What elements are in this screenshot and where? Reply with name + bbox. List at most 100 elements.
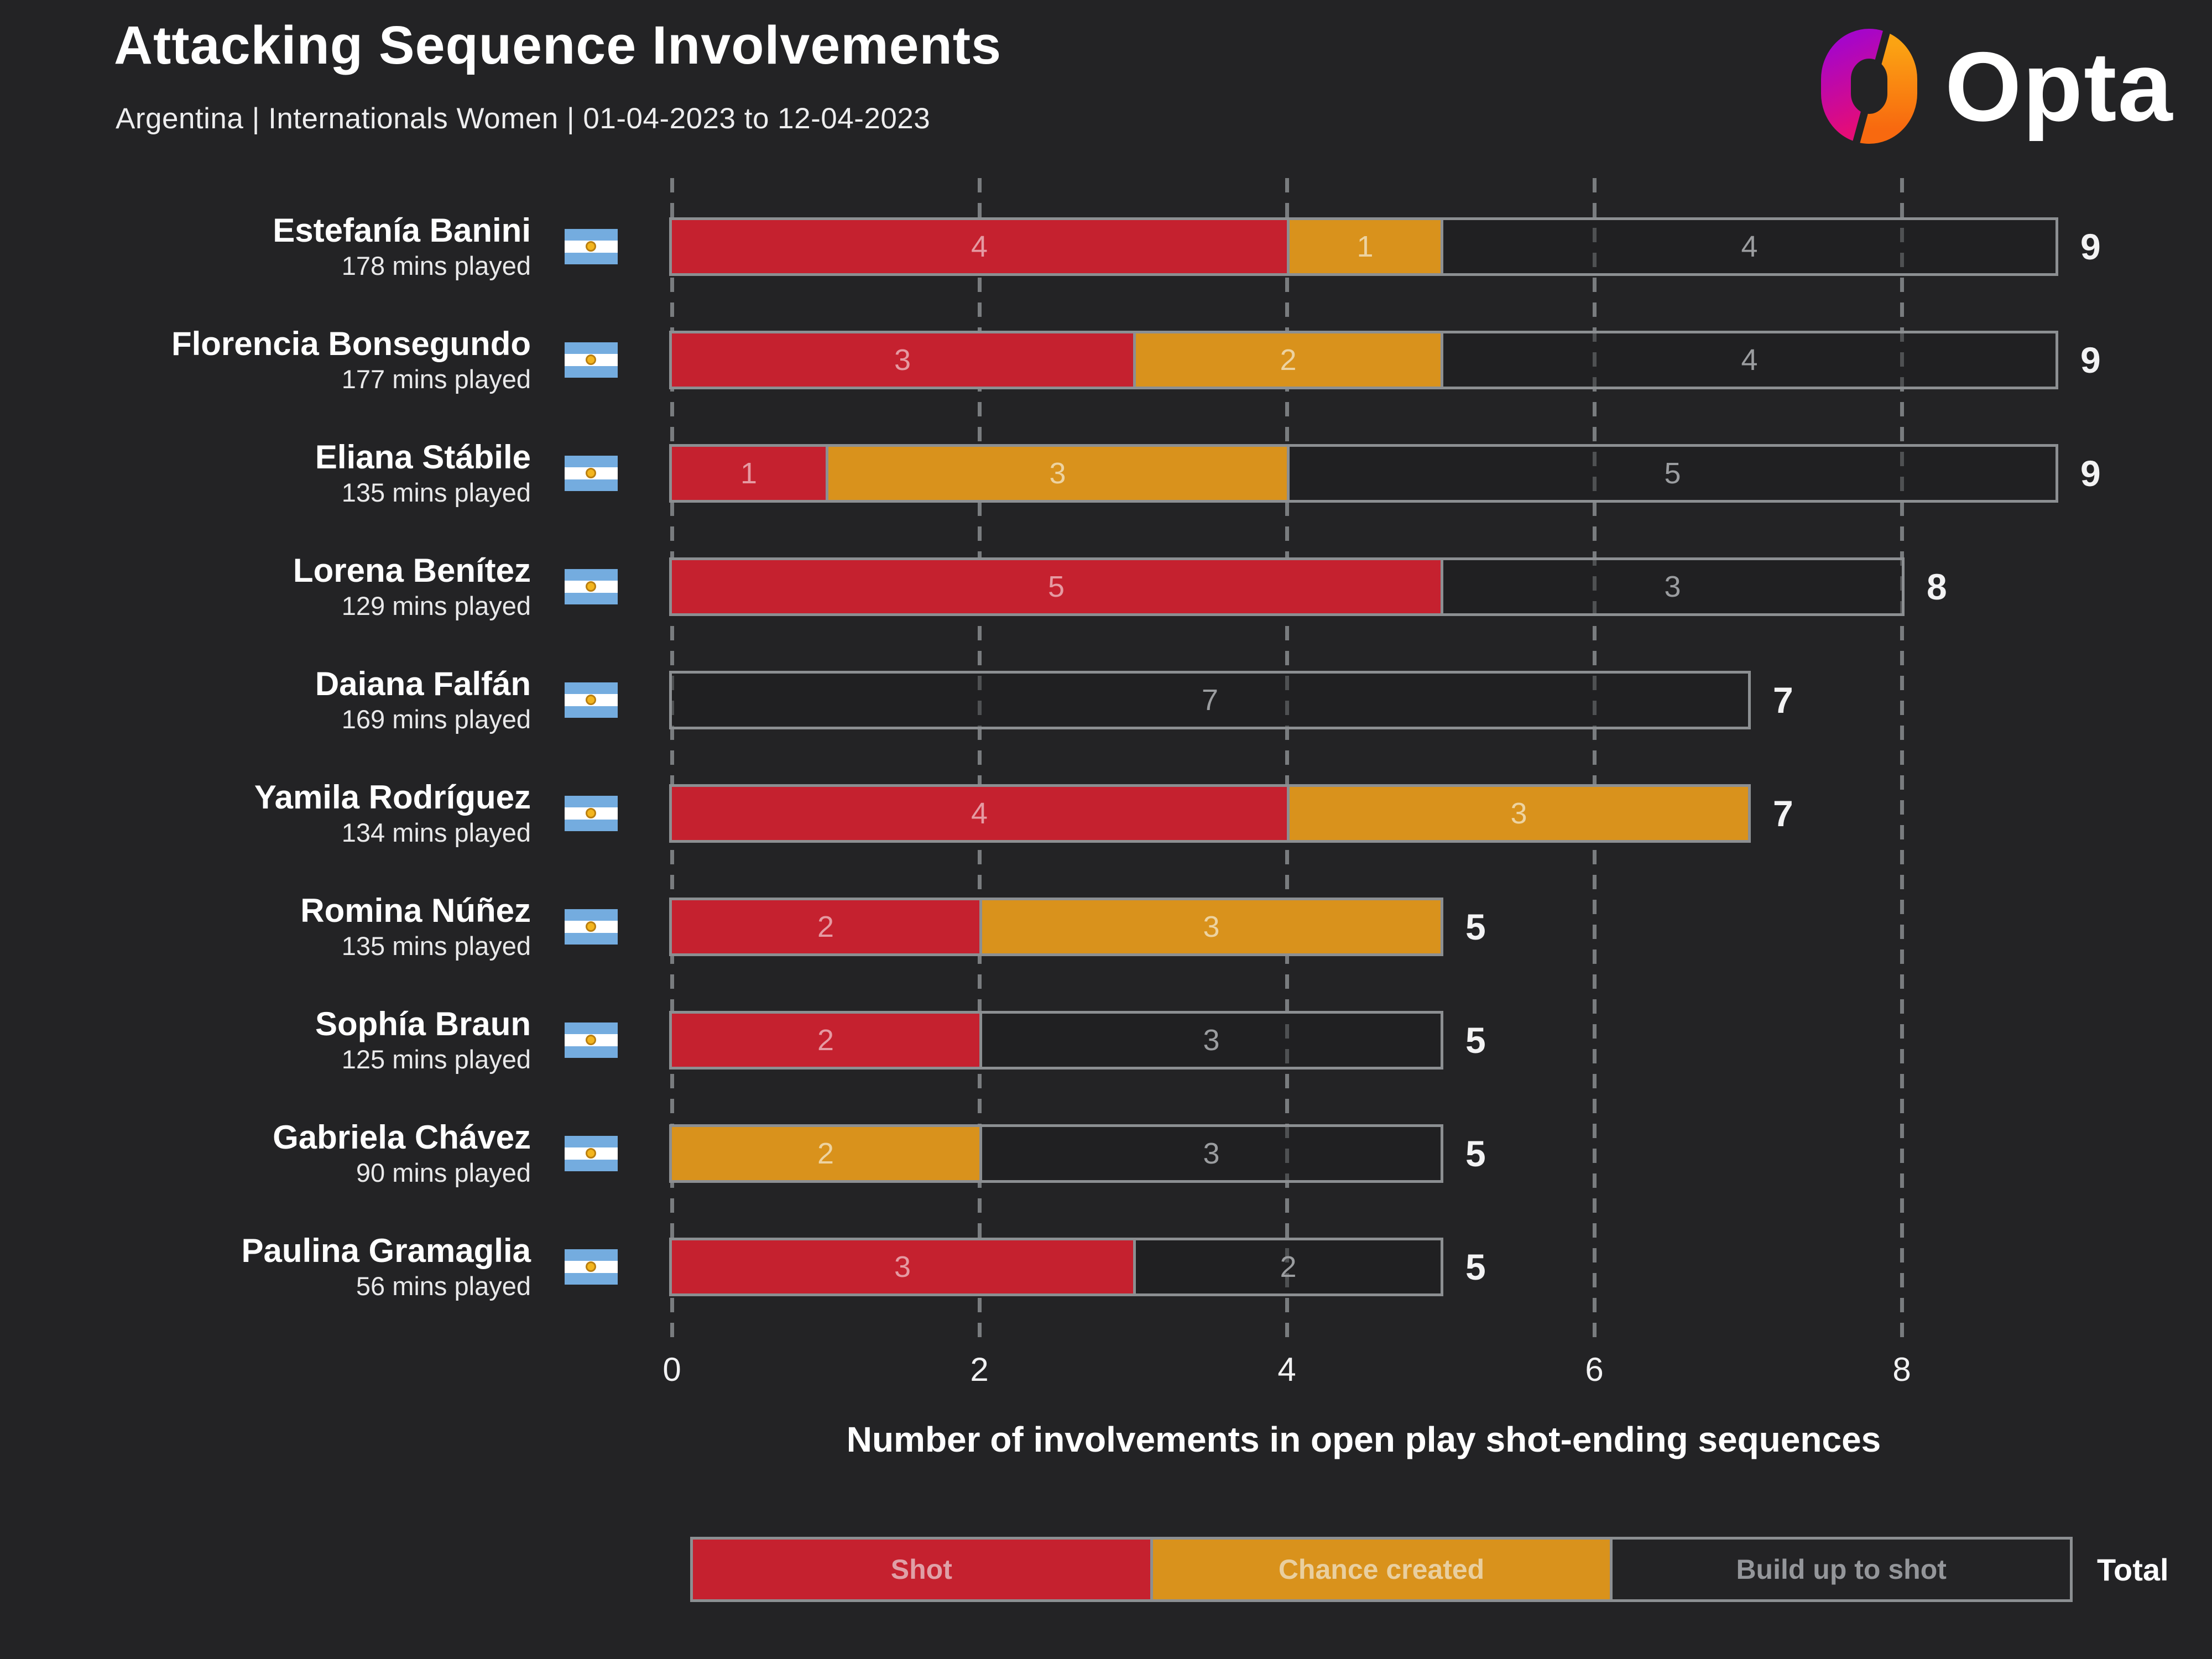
- flag-stripe-2: [565, 1272, 618, 1285]
- sun-of-may-icon: [586, 695, 596, 705]
- legend-total-label: Total: [2097, 1552, 2169, 1587]
- gridline-x-4: [1285, 178, 1289, 1346]
- player-name: Daiana Falfán: [315, 665, 531, 702]
- legend-item-shot: Shot: [693, 1540, 1150, 1599]
- x-axis-label: Number of involvements in open play shot…: [846, 1420, 1881, 1459]
- x-tick-label-0: 0: [662, 1351, 681, 1388]
- sun-of-may-icon: [586, 1035, 596, 1045]
- total-value: 5: [1465, 1246, 1486, 1287]
- flag-stripe-2: [565, 932, 618, 945]
- flag-stripe-2: [565, 706, 618, 718]
- total-value: 7: [1773, 793, 1793, 834]
- gridline-x-0: [670, 178, 674, 1346]
- total-value: 5: [1465, 1133, 1486, 1174]
- segment-value: 2: [817, 1024, 834, 1057]
- player-mins-played: 177 mins played: [341, 364, 531, 394]
- stacked-bar: 3 2 4: [669, 331, 2058, 389]
- bar-segment-shot: 3: [672, 1240, 1133, 1293]
- sun-of-may-icon: [586, 921, 596, 932]
- bar-segment-build-up-to-shot: 5: [1287, 447, 2056, 500]
- player-label: Eliana Stábile 135 mins played: [315, 437, 531, 510]
- bar-segment-shot: 1: [672, 447, 826, 500]
- player-mins-played: 169 mins played: [341, 705, 531, 734]
- opta-logo: Opta: [1821, 29, 2173, 144]
- flag-stripe-0: [565, 1022, 618, 1035]
- segment-value: 4: [971, 797, 988, 830]
- flag-stripe-2: [565, 366, 618, 378]
- argentina-flag: [565, 456, 618, 491]
- sun-of-may-icon: [586, 1148, 596, 1159]
- player-mins-played: 135 mins played: [341, 478, 531, 507]
- player-name: Estefanía Banini: [273, 212, 531, 249]
- argentina-flag: [565, 229, 618, 264]
- bar-segment-build-up-to-shot: 4: [1441, 333, 2056, 387]
- player-name: Yamila Rodríguez: [254, 779, 531, 816]
- opta-logo-icon: [1821, 29, 1917, 144]
- player-name: Paulina Gramaglia: [241, 1232, 531, 1269]
- argentina-flag: [565, 569, 618, 604]
- argentina-flag: [565, 1249, 618, 1285]
- legend-item-chance-created: Chance created: [1150, 1540, 1610, 1599]
- flag-stripe-2: [565, 252, 618, 264]
- segment-value: 3: [1049, 457, 1066, 490]
- segment-value: 1: [740, 457, 758, 490]
- total-value: 5: [1465, 906, 1486, 947]
- total-value: 7: [1773, 680, 1793, 721]
- flag-stripe-2: [565, 592, 618, 604]
- gridline-x-2: [978, 178, 982, 1346]
- page-subtitle: Argentina | Internationals Women | 01-04…: [116, 102, 931, 135]
- flag-stripe-0: [565, 796, 618, 808]
- stacked-bar: 1 3 5: [669, 444, 2058, 503]
- player-name: Eliana Stábile: [315, 439, 531, 476]
- bar-segment-chance-created: 3: [979, 900, 1441, 953]
- argentina-flag: [565, 1022, 618, 1058]
- player-label: Estefanía Banini 178 mins played: [273, 210, 531, 283]
- total-value: 8: [1927, 566, 1947, 607]
- player-label: Florencia Bonsegundo 177 mins played: [171, 324, 531, 397]
- flag-stripe-2: [565, 1159, 618, 1171]
- player-name: Gabriela Chávez: [273, 1119, 531, 1156]
- bar-segment-chance-created: 1: [1287, 220, 1441, 273]
- segment-value: 3: [1203, 1024, 1220, 1057]
- player-name: Florencia Bonsegundo: [171, 325, 531, 362]
- bar-segment-build-up-to-shot: 3: [979, 1014, 1441, 1067]
- flag-stripe-0: [565, 342, 618, 354]
- segment-value: 4: [1741, 230, 1758, 263]
- argentina-flag: [565, 909, 618, 945]
- sun-of-may-icon: [586, 808, 596, 818]
- argentina-flag: [565, 342, 618, 378]
- player-mins-played: 56 mins played: [356, 1271, 531, 1301]
- bar-segment-shot: 3: [672, 333, 1133, 387]
- player-mins-played: 178 mins played: [341, 251, 531, 280]
- bar-segment-shot: 2: [672, 1014, 979, 1067]
- total-value: 5: [1465, 1020, 1486, 1061]
- total-value: 9: [2080, 453, 2101, 494]
- player-label: Lorena Benítez 129 mins played: [293, 550, 531, 623]
- segment-value: 3: [1203, 1137, 1220, 1170]
- x-tick-label-2: 2: [970, 1351, 989, 1388]
- flag-stripe-2: [565, 819, 618, 831]
- segment-value: 2: [817, 1137, 834, 1170]
- player-label: Paulina Gramaglia 56 mins played: [241, 1230, 531, 1303]
- player-mins-played: 129 mins played: [341, 591, 531, 620]
- bar-segment-build-up-to-shot: 3: [979, 1127, 1441, 1180]
- bar-segment-build-up-to-shot: 7: [672, 674, 1748, 727]
- legend-item-build-up-to-shot: Build up to shot: [1610, 1540, 2070, 1599]
- argentina-flag: [565, 682, 618, 718]
- player-label: Yamila Rodríguez 134 mins played: [254, 777, 531, 850]
- player-mins-played: 90 mins played: [356, 1158, 531, 1187]
- bar-segment-shot: 4: [672, 220, 1287, 273]
- gridline-x-8: [1900, 178, 1904, 1346]
- player-label: Gabriela Chávez 90 mins played: [273, 1117, 531, 1190]
- segment-value: 4: [1741, 343, 1758, 377]
- segment-value: 3: [1203, 910, 1220, 943]
- segment-value: 2: [1280, 343, 1297, 377]
- player-label: Sophía Braun 125 mins played: [315, 1004, 531, 1077]
- segment-value: 5: [1664, 457, 1681, 490]
- bar-segment-chance-created: 2: [1133, 333, 1441, 387]
- x-tick-label-6: 6: [1585, 1351, 1604, 1388]
